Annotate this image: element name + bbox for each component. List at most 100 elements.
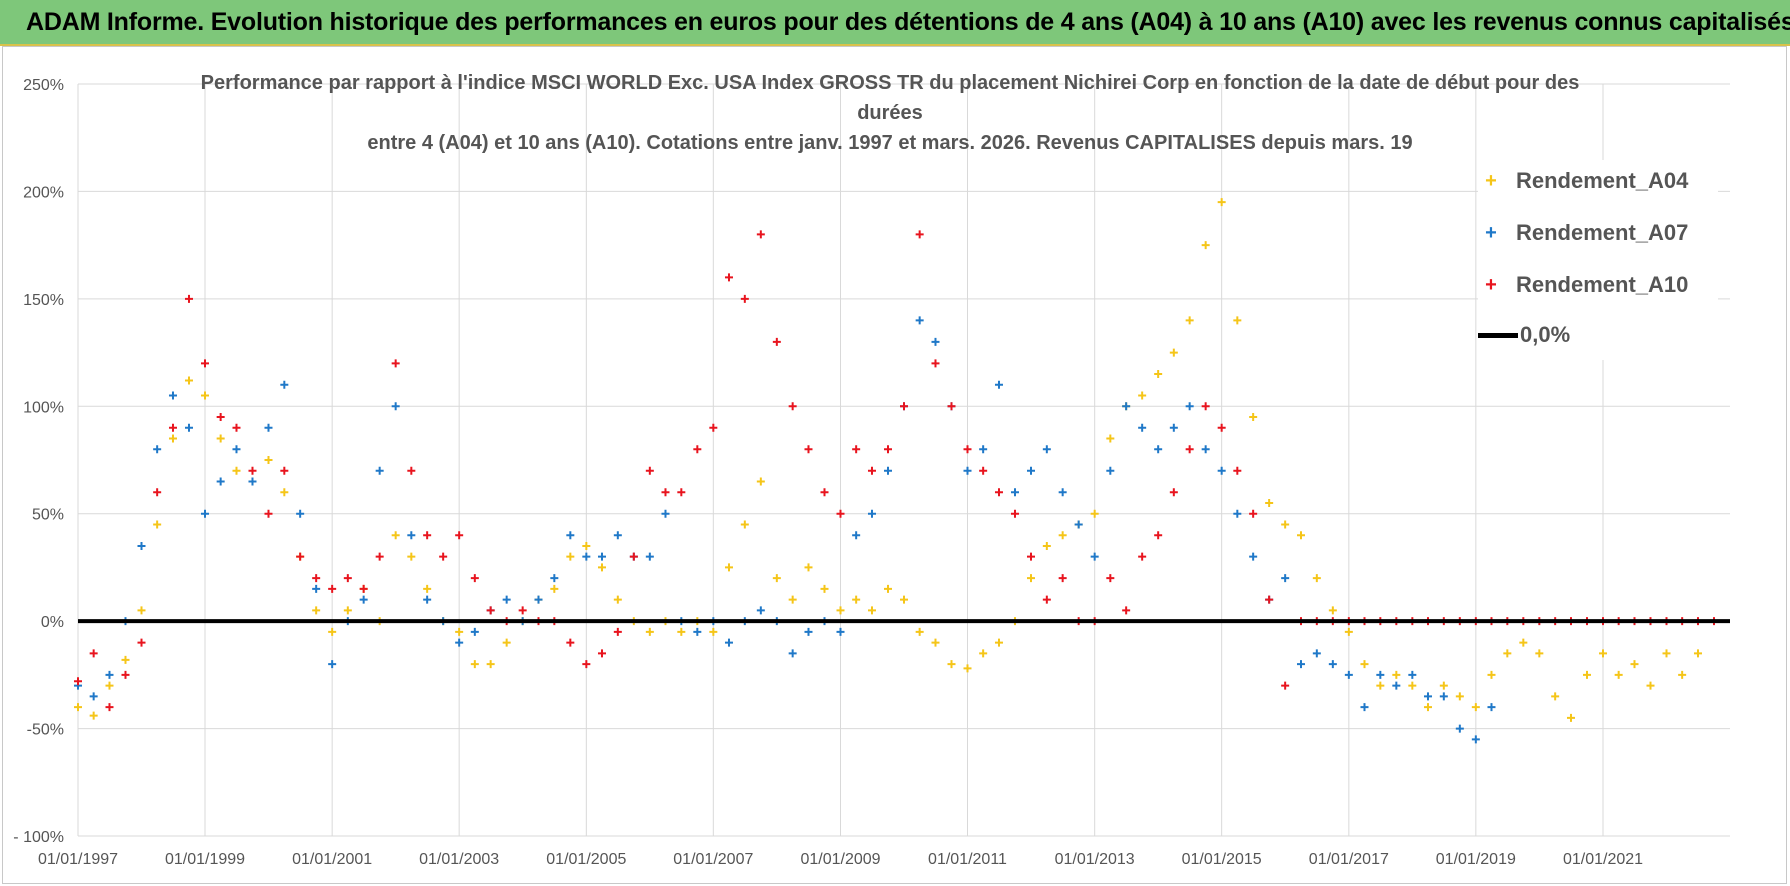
data-point (1439, 692, 1448, 701)
data-point (359, 595, 368, 604)
legend-marker-a10: + (1485, 273, 1497, 296)
data-point (740, 294, 749, 303)
data-point (852, 445, 861, 454)
data-point (1296, 660, 1305, 669)
data-point (168, 423, 177, 432)
data-point (629, 552, 638, 561)
data-point (216, 413, 225, 422)
legend-item-zero: 0,0% (1478, 320, 1570, 350)
data-point (296, 552, 305, 561)
data-point (1169, 423, 1178, 432)
data-point (709, 627, 718, 636)
data-point (105, 703, 114, 712)
data-point (1455, 724, 1464, 733)
data-point (788, 649, 797, 658)
data-point (216, 477, 225, 486)
data-point (312, 574, 321, 583)
data-point (470, 660, 479, 669)
data-point (852, 595, 861, 604)
chart-title: Performance par rapport à l'indice MSCI … (180, 68, 1600, 158)
data-point (963, 664, 972, 673)
data-point (1185, 445, 1194, 454)
data-point (248, 477, 257, 486)
data-point (1027, 574, 1035, 583)
data-point (693, 445, 702, 454)
data-point (1408, 681, 1417, 690)
data-point (1233, 466, 1242, 475)
data-point (1106, 466, 1115, 475)
data-point (1010, 488, 1019, 497)
data-point (1408, 670, 1417, 679)
chart-legend: + Rendement_A04 + Rendement_A07 + Rendem… (1478, 160, 1718, 360)
data-point (597, 552, 606, 561)
legend-line-zero (1478, 332, 1518, 338)
data-point (550, 574, 559, 583)
data-point (1535, 649, 1544, 658)
y-tick-label: 250% (23, 77, 64, 94)
data-point (1185, 402, 1194, 411)
data-point (1312, 649, 1321, 658)
data-point (820, 584, 829, 593)
chart-frame (2, 46, 1787, 884)
data-point (502, 595, 511, 604)
data-point (756, 477, 765, 486)
data-point (232, 423, 241, 432)
data-point (1042, 445, 1051, 454)
data-point (724, 273, 733, 282)
data-point (407, 466, 416, 475)
data-point (280, 488, 289, 497)
data-point (677, 627, 686, 636)
data-point (423, 595, 432, 604)
data-point (105, 670, 114, 679)
data-point (836, 606, 845, 615)
data-point (836, 627, 845, 636)
data-point (867, 466, 876, 475)
legend-label-a07: Rendement_A07 (1516, 220, 1689, 245)
data-point (772, 574, 781, 583)
data-point (661, 509, 670, 518)
data-point (1185, 316, 1194, 325)
data-point (1122, 606, 1131, 615)
x-tick-label: 01/01/2013 (1055, 851, 1135, 868)
data-point (693, 627, 702, 636)
data-point (1455, 692, 1464, 701)
x-tick-label: 01/01/2005 (546, 851, 626, 868)
data-point (1217, 423, 1226, 432)
data-point (137, 541, 146, 550)
data-point (280, 466, 289, 475)
data-point (1154, 445, 1163, 454)
y-tick-label: 100% (23, 399, 64, 416)
data-point (455, 638, 464, 647)
data-point (756, 230, 765, 239)
data-point (1614, 670, 1623, 679)
data-point (1027, 466, 1035, 475)
data-point (391, 402, 400, 411)
legend-item-a04: + Rendement_A04 (1478, 166, 1688, 196)
x-tick-label: 01/01/2017 (1309, 851, 1389, 868)
data-point (439, 552, 448, 561)
data-point (1074, 520, 1083, 529)
data-point (502, 638, 511, 647)
data-point (1169, 348, 1178, 357)
data-point (900, 595, 908, 604)
data-point (1630, 660, 1639, 669)
x-tick-label: 01/01/2009 (800, 851, 880, 868)
legend-marker-a04: + (1485, 169, 1497, 192)
data-point (1265, 595, 1274, 604)
y-axis-ticks: - 100% -50% 0% 50% 100% 150% 200% 250% (13, 77, 64, 846)
data-point (1487, 703, 1496, 712)
data-point (788, 402, 797, 411)
data-point (1233, 509, 1242, 518)
legend-label-a04: Rendement_A04 (1516, 168, 1689, 193)
chart-title-line-3: entre 4 (A04) et 10 ans (A10). Cotations… (367, 132, 1413, 154)
data-point (836, 509, 845, 518)
data-point (1328, 660, 1337, 669)
data-point (613, 627, 622, 636)
data-point (296, 509, 305, 518)
data-point (788, 595, 797, 604)
data-point (931, 337, 940, 346)
data-point (724, 563, 733, 572)
data-point (1519, 638, 1528, 647)
data-point (200, 391, 209, 400)
data-point (1058, 574, 1067, 583)
